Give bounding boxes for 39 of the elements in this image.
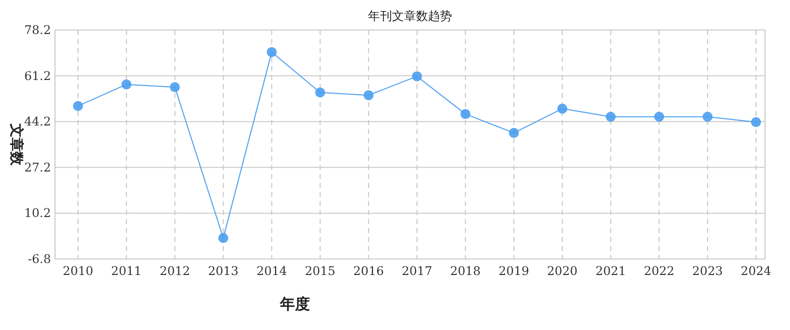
x-tick-label: 2018 <box>450 264 481 278</box>
point <box>170 82 180 92</box>
y-tick-label: 27.2 <box>24 160 51 174</box>
x-tick-label: 2014 <box>256 264 288 278</box>
y-tick-label: 10.2 <box>24 206 51 220</box>
x-tick-label: 2012 <box>160 264 190 278</box>
x-tick-label: 2016 <box>353 264 384 278</box>
y-axis-title: 文章数 <box>8 122 25 166</box>
chart-title: 年刊文章数趋势 <box>368 9 452 23</box>
x-axis-title: 年度 <box>279 295 310 313</box>
x-tick-label: 2021 <box>595 264 626 278</box>
point <box>315 88 326 98</box>
point <box>412 71 422 82</box>
y-tick-label: 44.2 <box>24 114 51 129</box>
point <box>364 90 374 100</box>
x-tick-label: 2017 <box>402 264 432 278</box>
x-tick-label: 2022 <box>644 264 674 278</box>
x-tick-label: 2023 <box>692 264 723 278</box>
x-tick-label: 2020 <box>547 264 578 278</box>
point <box>266 47 277 58</box>
x-tick-label: 2015 <box>304 264 336 278</box>
point <box>751 117 761 128</box>
y-tick-label: 61.2 <box>24 68 51 83</box>
x-tick-label: 2019 <box>498 264 530 278</box>
point <box>606 112 616 122</box>
point <box>702 112 713 122</box>
point <box>654 112 664 122</box>
x-tick-label: 2011 <box>111 264 142 278</box>
x-tick-label: 2024 <box>740 264 772 278</box>
point <box>508 128 519 138</box>
y-tick-label: -6.8 <box>28 252 51 266</box>
x-tick-label: 2010 <box>62 264 94 278</box>
point <box>73 100 83 111</box>
x-tick-label: 2013 <box>208 264 239 278</box>
point <box>218 232 228 243</box>
y-tick-label: 78.2 <box>24 23 51 37</box>
point <box>460 109 470 120</box>
point <box>121 79 132 90</box>
point <box>557 104 568 114</box>
